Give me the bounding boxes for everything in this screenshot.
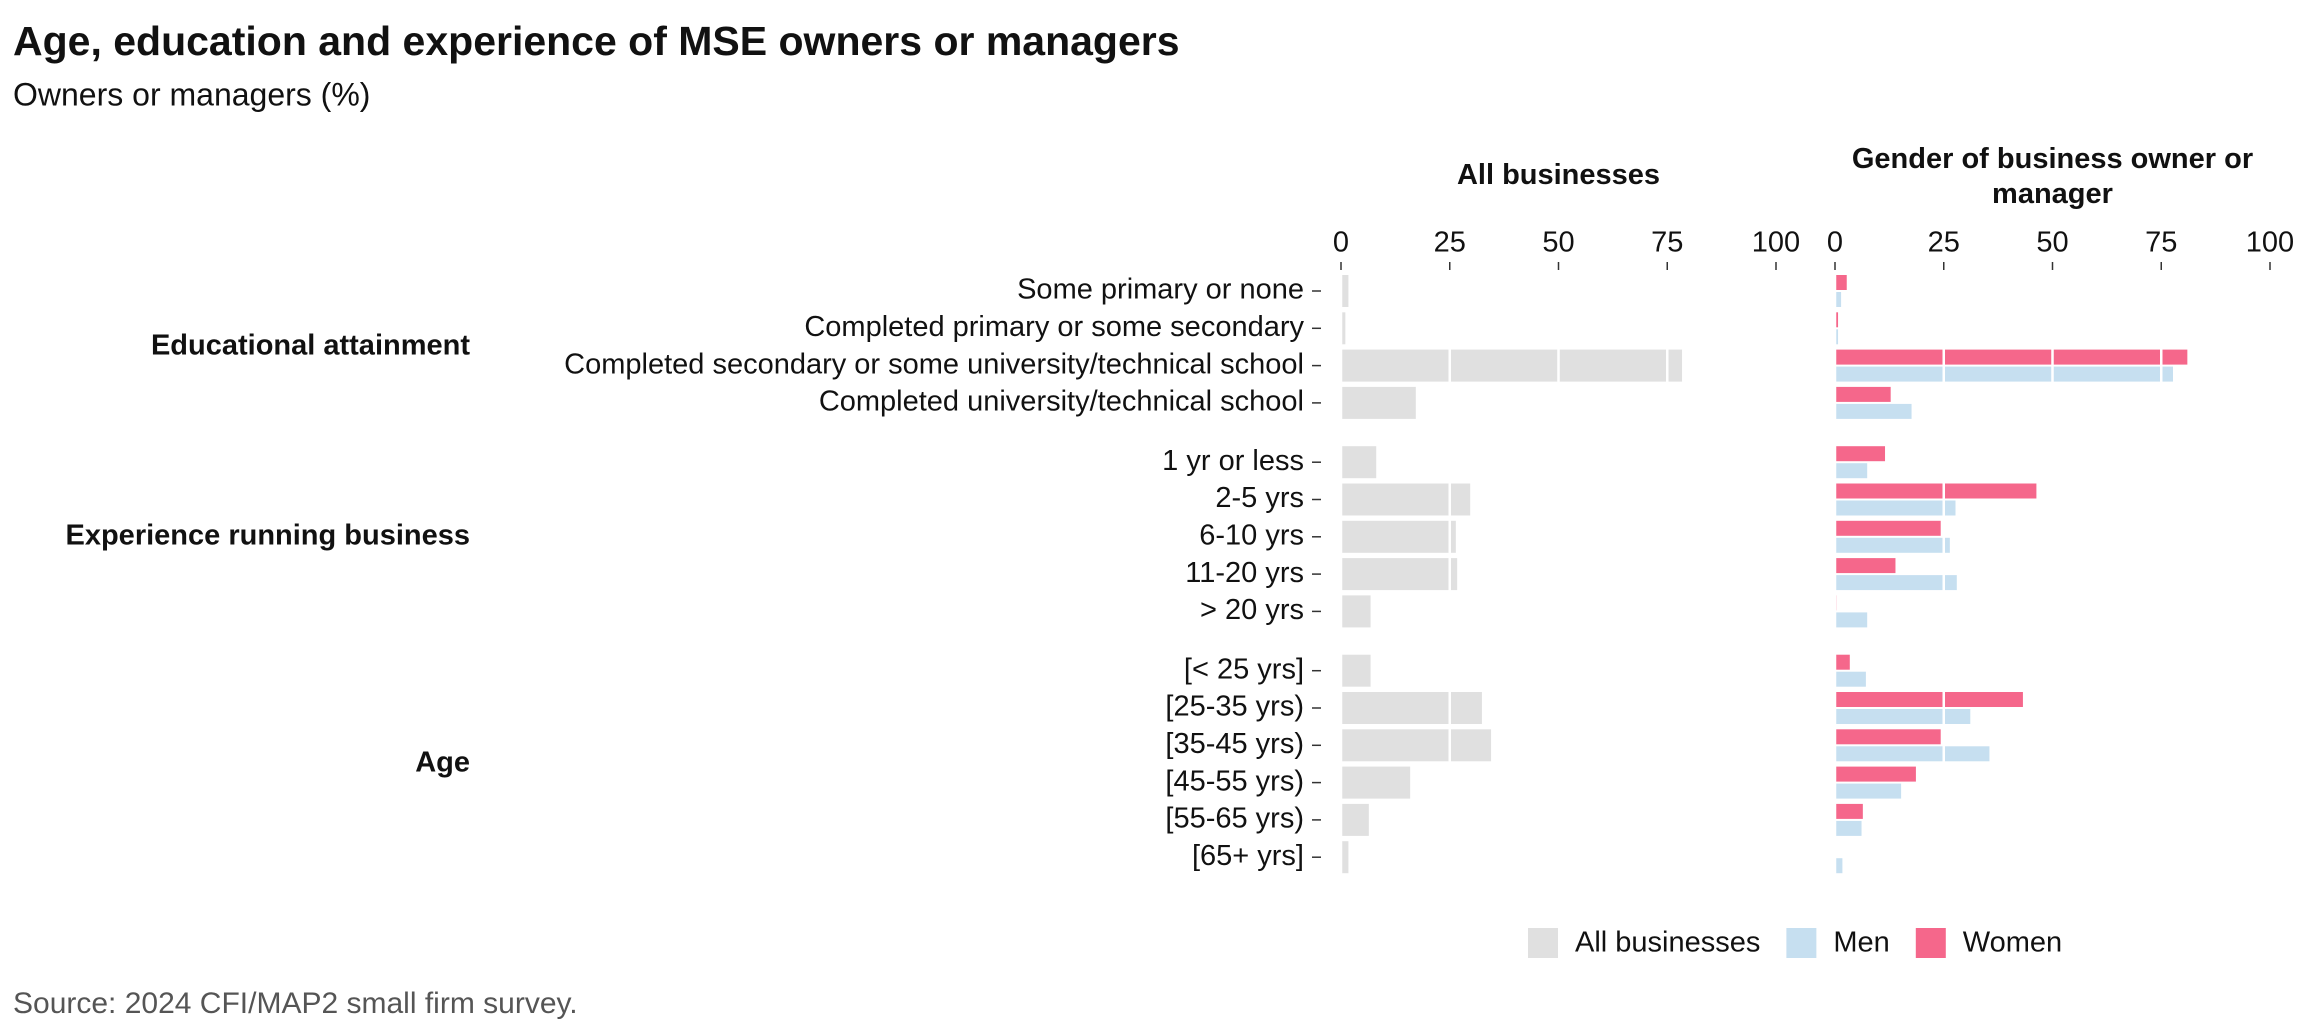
bar	[1835, 820, 1862, 836]
bar	[1835, 803, 1863, 819]
y-tick-label: 2-5 yrs	[1215, 482, 1304, 514]
legend-label: Men	[1833, 927, 1889, 959]
bar	[1835, 446, 1886, 462]
bar	[1835, 729, 1941, 745]
bar	[1835, 329, 1839, 345]
x-tick-label: 25	[1434, 227, 1466, 259]
bar	[1835, 558, 1896, 574]
x-tick-label: 100	[1752, 227, 1800, 259]
bar	[1835, 520, 1941, 536]
bar	[1341, 312, 1346, 345]
bar	[1341, 595, 1371, 628]
group-label: Age	[415, 747, 470, 779]
bar	[1835, 654, 1850, 670]
bar	[1835, 692, 2023, 707]
bar	[1341, 766, 1411, 799]
bar	[1835, 312, 1839, 328]
bar	[1835, 463, 1868, 479]
legend-swatch	[1915, 928, 1946, 958]
bar	[1341, 692, 1482, 724]
x-tick-label: 75	[2145, 227, 2177, 259]
bar	[1341, 349, 1683, 382]
y-tick-label: Completed university/technical school	[819, 386, 1304, 418]
y-tick-label: Completed primary or some secondary	[804, 311, 1304, 343]
x-tick-label: 0	[1827, 227, 1843, 259]
bar	[1835, 275, 1847, 290]
bar	[1835, 500, 1956, 516]
legend-label: Women	[1963, 927, 2062, 959]
y-tick-label: [45-55 yrs)	[1165, 765, 1304, 797]
bar	[1341, 520, 1456, 553]
x-tick-label: 50	[2036, 227, 2068, 259]
bar	[1835, 671, 1866, 687]
bar	[1341, 386, 1416, 419]
bar	[1835, 709, 1971, 724]
bar	[1341, 803, 1369, 836]
bar	[1835, 483, 2037, 499]
y-tick-label: [65+ yrs]	[1192, 840, 1304, 872]
y-tick-label: 1 yr or less	[1162, 445, 1304, 477]
y-tick-label: 6-10 yrs	[1199, 519, 1304, 551]
bar	[1341, 729, 1492, 762]
bar	[1835, 766, 1916, 782]
legend-label: All businesses	[1575, 927, 1760, 959]
group-label: Educational attainment	[151, 330, 470, 362]
y-tick-label: [35-45 yrs)	[1165, 728, 1304, 760]
bar	[1835, 575, 1957, 591]
panel-title: Gender of business owner or manager	[1851, 143, 2254, 210]
y-tick-label: > 20 yrs	[1200, 594, 1304, 626]
bar	[1341, 275, 1349, 307]
bar	[1341, 446, 1377, 479]
bar	[1341, 654, 1371, 687]
y-tick-label: [55-65 yrs)	[1165, 803, 1304, 835]
y-tick-label: Some primary or none	[1017, 274, 1304, 306]
bar	[1835, 292, 1842, 307]
legend-swatch	[1786, 928, 1817, 958]
bar	[1341, 558, 1458, 591]
x-tick-label: 0	[1333, 227, 1349, 259]
x-tick-label: 25	[1928, 227, 1960, 259]
y-tick-label: Completed secondary or some university/t…	[564, 348, 1304, 380]
chart-title: Age, education and experience of MSE own…	[13, 18, 1180, 64]
x-tick-label: 75	[1651, 227, 1683, 259]
panel-title: All businesses	[1456, 159, 1661, 191]
bar	[1341, 841, 1349, 874]
bar	[1835, 746, 1990, 762]
bar	[1835, 612, 1868, 628]
bar	[1835, 783, 1902, 799]
legend-swatch	[1528, 928, 1558, 958]
x-tick-label: 50	[1542, 227, 1574, 259]
bar	[1835, 366, 2173, 382]
group-label: Experience running business	[66, 519, 471, 551]
bar	[1835, 349, 2188, 365]
y-tick-label: [25-35 yrs)	[1165, 691, 1304, 723]
bar	[1835, 403, 1912, 419]
source: Source: 2024 CFI/MAP2 small firm survey.	[13, 987, 578, 1020]
x-tick-label: 100	[2246, 227, 2294, 259]
bar	[1835, 537, 1950, 553]
bar	[1835, 386, 1891, 402]
y-tick-label: [< 25 yrs]	[1184, 653, 1304, 685]
y-tick-label: 11-20 yrs	[1185, 557, 1304, 589]
chart-subtitle: Owners or managers (%)	[13, 76, 370, 112]
bar	[1835, 858, 1843, 874]
